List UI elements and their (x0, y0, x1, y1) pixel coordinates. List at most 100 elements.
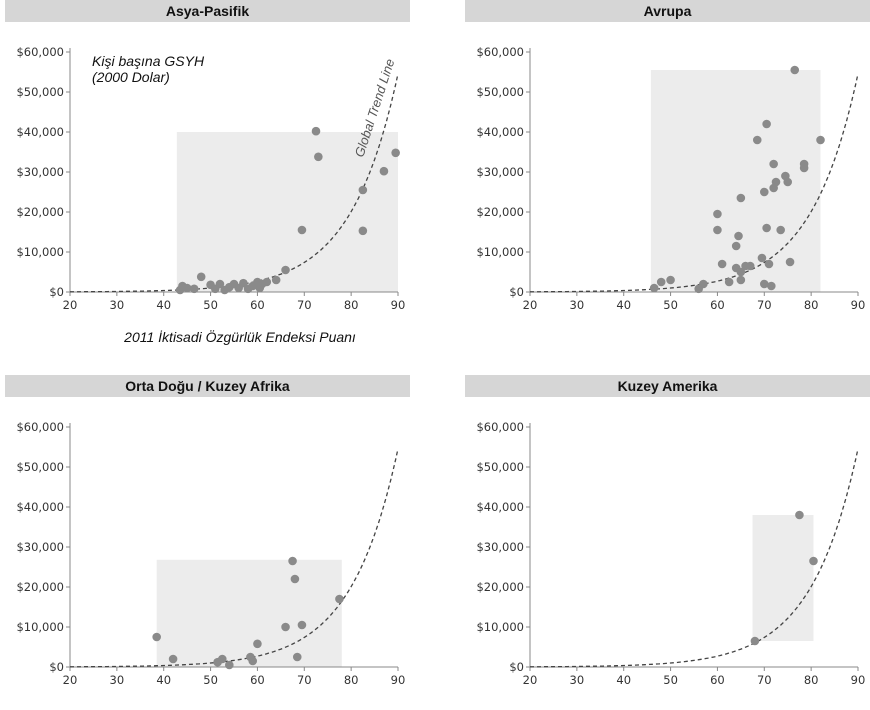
x-tick-label: 80 (344, 298, 359, 312)
scatter-chart: $0 $10,000 $20,000 $30,000 $40,000 $50,000 $60… (16, 420, 406, 687)
data-point (271, 275, 281, 285)
data-point (699, 279, 708, 289)
data-point (752, 135, 762, 145)
x-tick-label: 50 (663, 298, 678, 312)
range-box (156, 559, 342, 667)
data-point (809, 556, 818, 566)
y-tick-label: $40,000 (16, 125, 64, 139)
data-point (649, 283, 659, 293)
data-point (769, 159, 778, 169)
x-tick-label: 40 (156, 298, 171, 312)
data-point (771, 177, 781, 187)
y-tick-label: $60,000 (16, 420, 64, 434)
range-box (752, 515, 814, 641)
data-point (290, 574, 300, 584)
x-tick-label: 90 (391, 673, 406, 687)
data-point (790, 65, 800, 75)
data-point (217, 654, 227, 664)
x-tick-label: 80 (344, 673, 359, 687)
scatter-chart: $0 $10,000 $20,000 $30,000 $40,000 $50,000 $60… (476, 45, 865, 312)
x-tick-label: 20 (63, 298, 78, 312)
y-tick-label: $40,000 (476, 500, 524, 514)
data-point (731, 241, 741, 251)
scatter-chart: $0 $10,000 $20,000 $30,000 $40,000 $50,000 $60… (16, 45, 405, 345)
data-point (358, 185, 368, 195)
y-annotation-line-1: Kişi başına GSYH (92, 53, 205, 69)
data-point (762, 223, 771, 233)
data-point (666, 275, 675, 285)
data-point (297, 225, 307, 235)
data-point (717, 259, 727, 269)
data-point (736, 275, 746, 285)
y-tick-label: $0 (509, 660, 524, 674)
data-point (783, 177, 793, 187)
panel-north-america: Kuzey Amerika $0 $10,000 $20,000 $30,000 $40… (465, 375, 870, 710)
data-point (391, 148, 400, 158)
x-tick-label: 40 (616, 673, 631, 687)
y-tick-label: $60,000 (476, 45, 524, 59)
data-point (736, 193, 746, 203)
data-point (750, 636, 760, 646)
data-point (288, 556, 297, 566)
data-point (225, 660, 234, 670)
data-point (253, 639, 262, 649)
x-tick-label: 50 (203, 673, 218, 687)
panel-title: Kuzey Amerika (465, 375, 870, 397)
y-tick-label: $0 (49, 660, 64, 674)
y-tick-label: $20,000 (476, 205, 524, 219)
scatter-chart: $0 $10,000 $20,000 $30,000 $40,000 $50,000 $60… (476, 420, 866, 687)
data-point (168, 654, 178, 664)
x-tick-label: 60 (710, 298, 725, 312)
panel-middle-east-north-africa: Orta Doğu / Kuzey Afrika $0 $10,000 $20,00… (5, 375, 410, 710)
x-tick-label: 30 (570, 673, 585, 687)
x-tick-label: 20 (523, 298, 538, 312)
y-tick-label: $30,000 (16, 540, 64, 554)
y-tick-label: $50,000 (16, 85, 64, 99)
x-annotation: 2011 İktisadi Özgürlük Endeksi Puanı (123, 328, 356, 345)
x-tick-label: 90 (851, 673, 866, 687)
data-point (759, 279, 769, 289)
y-tick-label: $10,000 (476, 620, 524, 634)
x-tick-label: 30 (570, 298, 585, 312)
x-tick-label: 70 (757, 298, 772, 312)
data-point (335, 594, 344, 604)
y-tick-label: $30,000 (476, 165, 524, 179)
y-tick-label: $20,000 (16, 205, 64, 219)
data-point (724, 277, 734, 287)
y-tick-label: $10,000 (16, 245, 64, 259)
panel-title: Avrupa (465, 0, 870, 22)
y-tick-label: $40,000 (16, 500, 64, 514)
x-tick-label: 80 (804, 298, 819, 312)
panel-title: Asya-Pasifik (5, 0, 410, 22)
data-point (776, 225, 785, 235)
data-point (281, 622, 290, 632)
x-tick-label: 70 (297, 298, 312, 312)
data-point (379, 166, 389, 176)
x-tick-label: 50 (203, 298, 218, 312)
x-tick-label: 30 (110, 673, 125, 687)
y-tick-label: $30,000 (16, 165, 64, 179)
data-point (314, 152, 323, 162)
y-tick-label: $50,000 (16, 460, 64, 474)
range-box (176, 132, 398, 292)
y-tick-label: $0 (509, 285, 524, 299)
data-point (196, 272, 206, 282)
data-point (248, 656, 258, 666)
y-tick-label: $50,000 (476, 85, 524, 99)
x-tick-label: 30 (110, 298, 125, 312)
x-tick-label: 70 (297, 673, 312, 687)
y-tick-label: $50,000 (476, 460, 524, 474)
data-point (759, 187, 769, 197)
x-tick-label: 60 (710, 673, 725, 687)
y-tick-label: $60,000 (16, 45, 64, 59)
panel-europe: Avrupa $0 $10,000 $20,000 $30,000 $40,000 $50… (465, 0, 870, 335)
panel-title: Orta Doğu / Kuzey Afrika (5, 375, 410, 397)
data-point (734, 231, 743, 241)
data-point (757, 253, 767, 263)
x-tick-label: 20 (63, 673, 78, 687)
data-point (656, 277, 666, 287)
y-annotation-line-2: (2000 Dolar) (92, 69, 170, 85)
y-tick-label: $20,000 (476, 580, 524, 594)
data-point (764, 259, 774, 269)
y-tick-label: $60,000 (476, 420, 524, 434)
